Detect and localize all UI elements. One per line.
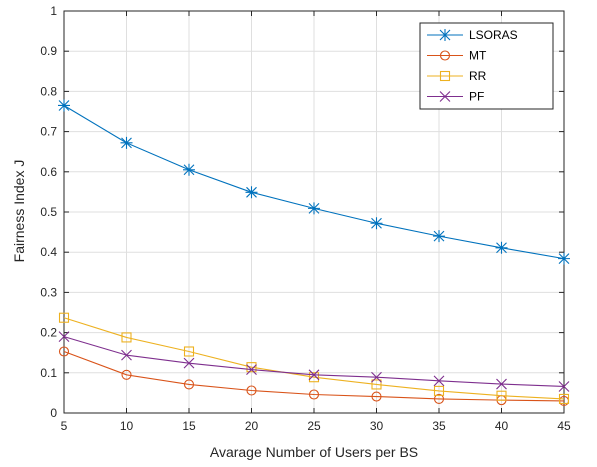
- y-tick-label: 0.7: [40, 125, 57, 139]
- data-point: [58, 346, 70, 357]
- legend-marker: [439, 91, 451, 102]
- legend-entry: RR: [427, 69, 487, 83]
- series-rr: [58, 312, 570, 404]
- data-point: [558, 381, 570, 392]
- x-tick-label: 20: [245, 419, 259, 433]
- x-tick-label: 30: [370, 419, 384, 433]
- data-point: [58, 99, 70, 112]
- x-tick-label: 35: [432, 419, 446, 433]
- legend-label: MT: [469, 49, 487, 63]
- legend-entry: LSORAS: [427, 28, 518, 42]
- legend: LSORAS MT RR PF: [419, 22, 554, 110]
- data-point: [433, 375, 445, 387]
- data-point: [121, 369, 132, 380]
- data-point: [58, 312, 70, 323]
- data-point: [371, 391, 382, 402]
- y-tick-label: 0.1: [40, 366, 57, 380]
- x-axis-label: Avarage Number of Users per BS: [210, 444, 418, 460]
- legend-marker: [439, 70, 451, 82]
- data-point: [308, 202, 320, 215]
- y-tick-label: 0.2: [40, 326, 57, 340]
- data-point: [58, 331, 70, 343]
- x-tick-label: 5: [61, 419, 68, 433]
- data-point: [371, 379, 382, 390]
- data-point: [245, 186, 258, 199]
- y-tick-label: 0.5: [40, 205, 57, 219]
- y-tick-label: 0.8: [40, 84, 57, 98]
- series-line: [63, 317, 565, 400]
- y-tick-label: 0.4: [40, 245, 57, 259]
- legend-marker: [439, 29, 451, 41]
- data-point: [433, 385, 445, 396]
- tick-labels: 5 10 15 20 25 30 35 40 45 0 0.1 0.2 0.3 0.4 0.5 0.6 0.7 0…: [40, 4, 571, 433]
- legend-label: RR: [469, 69, 487, 83]
- data-point: [496, 378, 507, 390]
- data-point: [370, 217, 383, 230]
- data-point: [308, 389, 320, 400]
- y-tick-label: 0: [50, 406, 57, 420]
- series-pf: [58, 331, 570, 392]
- x-tick-label: 45: [557, 419, 571, 433]
- data-point: [371, 371, 382, 383]
- data-point: [246, 364, 257, 375]
- series-line: [63, 350, 565, 402]
- data-point: [183, 163, 195, 176]
- x-tick-label: 25: [307, 419, 321, 433]
- legend-marker: [439, 50, 451, 61]
- data-point: [433, 230, 445, 243]
- legend-label: PF: [469, 90, 484, 104]
- plot-frame: [63, 10, 565, 414]
- series-group: [58, 99, 570, 406]
- y-tick-label: 0.9: [40, 44, 57, 58]
- data-point: [183, 346, 195, 357]
- data-point: [120, 136, 133, 149]
- data-point: [558, 252, 570, 265]
- legend-entry: PF: [427, 90, 484, 104]
- data-point: [246, 385, 257, 396]
- data-point: [558, 393, 570, 404]
- data-point: [183, 357, 195, 369]
- data-point: [121, 349, 132, 361]
- data-point: [308, 372, 320, 383]
- y-tick-label: 0.6: [40, 165, 57, 179]
- legend-entry: MT: [427, 49, 487, 63]
- y-axis-label: Fairness Index J: [11, 160, 27, 263]
- y-tick-label: 1: [50, 4, 57, 18]
- x-tick-label: 10: [120, 419, 134, 433]
- data-point: [496, 390, 507, 401]
- data-point: [495, 241, 508, 254]
- data-point: [183, 379, 195, 390]
- data-point: [433, 393, 445, 404]
- data-point: [121, 332, 132, 343]
- series-lsoras: [58, 99, 570, 265]
- x-tick-label: 15: [182, 419, 196, 433]
- legend-label: LSORAS: [469, 28, 518, 42]
- data-point: [246, 362, 257, 373]
- data-point: [308, 369, 320, 381]
- y-tick-label: 0.3: [40, 285, 57, 299]
- x-tick-label: 40: [495, 419, 509, 433]
